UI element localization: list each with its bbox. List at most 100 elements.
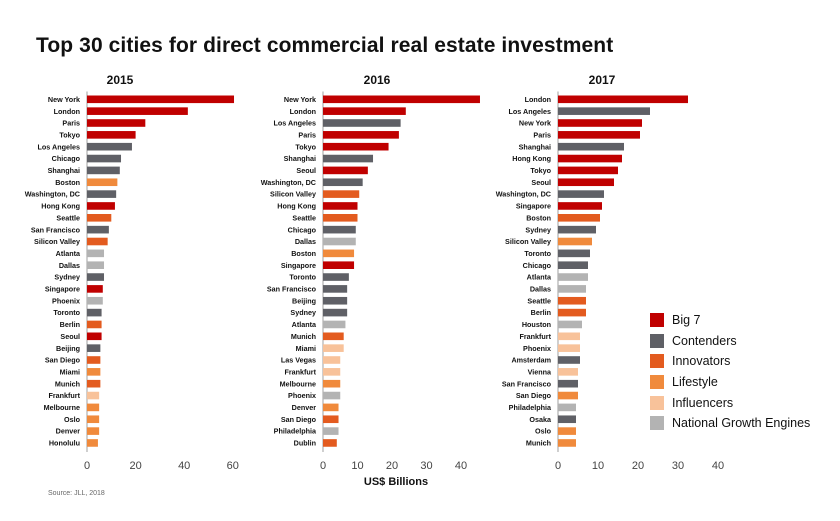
category-label: Boston xyxy=(291,249,316,258)
bar-beijing xyxy=(87,344,101,352)
category-label: Dallas xyxy=(295,237,316,246)
category-label: Silicon Valley xyxy=(505,237,551,246)
category-label: Silicon Valley xyxy=(270,190,316,199)
category-label: San Diego xyxy=(281,415,317,424)
x-tick-label: 30 xyxy=(672,460,684,472)
bar-honolulu xyxy=(87,439,98,447)
bar-silicon-valley xyxy=(558,237,592,246)
category-label: Seoul xyxy=(296,166,316,175)
bar-london xyxy=(87,107,188,115)
category-label: Oslo xyxy=(535,427,552,436)
bar-denver xyxy=(323,403,339,412)
category-label: Chicago xyxy=(523,261,552,270)
legend-swatch xyxy=(650,375,664,390)
bar-seattle xyxy=(558,296,586,305)
category-label: Chicago xyxy=(52,154,81,163)
category-label: San Francisco xyxy=(31,225,81,234)
bar-miami xyxy=(323,344,344,352)
bar-sydney xyxy=(323,308,348,317)
bar-shanghai xyxy=(87,166,120,175)
category-label: Berlin xyxy=(60,320,80,329)
bar-las-vegas xyxy=(323,356,341,364)
category-label: Paris xyxy=(533,130,551,139)
category-label: Phoenix xyxy=(523,344,551,353)
category-label: Miami xyxy=(296,344,316,353)
bar-dallas xyxy=(87,261,105,269)
bar-dublin xyxy=(323,439,337,447)
bar-melbourne xyxy=(323,379,341,388)
category-label: Toronto xyxy=(289,273,316,282)
bar-san-diego xyxy=(87,356,101,364)
category-label: Houston xyxy=(522,320,551,329)
x-tick-label: 10 xyxy=(351,460,363,472)
bar-san-diego xyxy=(323,415,339,424)
bar-munich xyxy=(87,379,101,388)
bar-seattle xyxy=(323,214,358,222)
source-note: Source: JLL, 2018 xyxy=(48,490,105,497)
category-label: Melbourne xyxy=(280,379,316,388)
bar-vienna xyxy=(558,368,578,376)
bar-frankfurt xyxy=(558,332,580,341)
bar-tokyo xyxy=(323,142,389,151)
category-label: Miami xyxy=(60,367,80,376)
bar-new-york xyxy=(87,95,235,104)
legend-swatch xyxy=(650,333,664,348)
category-label: Frankfurt xyxy=(284,367,316,376)
bar-new-york xyxy=(558,119,642,127)
bar-washington-dc xyxy=(323,178,363,187)
x-tick-label: 0 xyxy=(320,460,326,472)
x-tick-label: 40 xyxy=(712,460,724,472)
category-label: Singapore xyxy=(516,202,551,211)
category-label: Melbourne xyxy=(44,403,80,412)
bar-oslo xyxy=(87,415,100,424)
bar-toronto xyxy=(87,308,102,317)
bar-silicon-valley xyxy=(87,237,108,246)
bar-boston xyxy=(87,178,118,187)
panel-title-2015: 2015 xyxy=(107,73,134,87)
category-label: Hong Kong xyxy=(277,202,316,211)
bar-shanghai xyxy=(323,154,374,163)
bar-singapore xyxy=(87,285,103,293)
bar-seoul xyxy=(87,332,102,341)
category-label: Philadelphia xyxy=(509,403,552,412)
bar-hong-kong xyxy=(87,202,115,210)
bar-atlanta xyxy=(558,273,588,281)
category-label: Paris xyxy=(62,119,80,128)
bar-shanghai xyxy=(558,142,624,151)
category-label: London xyxy=(54,107,80,116)
legend: Big 7 Contenders Innovators Lifestyle Influe… xyxy=(650,310,810,434)
bar-seoul xyxy=(558,178,614,187)
category-label: Phoenix xyxy=(288,391,316,400)
category-label: Los Angeles xyxy=(509,107,551,116)
category-label: Hong Kong xyxy=(41,202,80,211)
category-label: Munich xyxy=(526,439,551,448)
category-label: Shanghai xyxy=(48,166,80,175)
bar-philadelphia xyxy=(558,403,576,412)
legend-item: Contenders xyxy=(650,331,810,352)
legend-item: Lifestyle xyxy=(650,372,810,393)
bar-new-york xyxy=(323,95,480,104)
bar-chicago xyxy=(87,154,122,163)
panel-title-2016: 2016 xyxy=(364,73,391,87)
category-label: London xyxy=(525,95,551,104)
bar-phoenix xyxy=(87,296,103,305)
bar-washington-dc xyxy=(87,190,117,198)
category-label: Philadelphia xyxy=(274,427,317,436)
category-label: New York xyxy=(519,119,551,128)
category-label: Chicago xyxy=(288,225,317,234)
category-label: Los Angeles xyxy=(274,119,316,128)
bar-denver xyxy=(87,427,100,435)
bar-singapore xyxy=(323,261,355,269)
legend-swatch xyxy=(650,395,664,410)
category-label: Shanghai xyxy=(284,154,316,163)
bar-tokyo xyxy=(87,131,136,139)
legend-label: National Growth Engines xyxy=(672,416,811,431)
bar-philadelphia xyxy=(323,427,339,435)
x-tick-label: 20 xyxy=(386,460,398,472)
category-label: San Francisco xyxy=(267,285,317,294)
category-label: Munich xyxy=(55,379,80,388)
category-label: San Diego xyxy=(45,356,81,365)
bar-san-francisco xyxy=(87,225,109,234)
bar-atlanta xyxy=(87,249,105,258)
category-label: Boston xyxy=(526,213,551,222)
